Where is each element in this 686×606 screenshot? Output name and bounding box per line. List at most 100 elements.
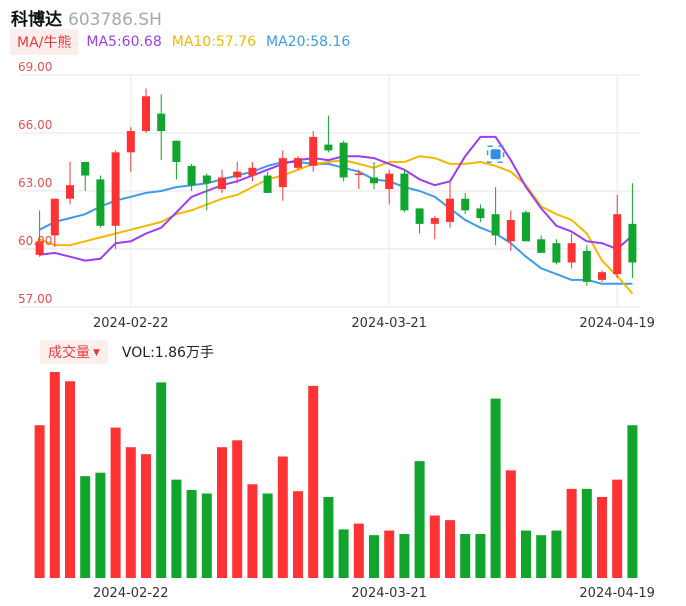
candle[interactable]	[324, 115, 333, 153]
volume-bar[interactable]	[232, 440, 243, 578]
candle[interactable]	[202, 173, 211, 211]
candle[interactable]	[111, 150, 120, 249]
candle[interactable]	[339, 140, 348, 182]
volume-legend: 成交量 ▼ VOL:1.86万手	[40, 340, 214, 364]
volume-bar[interactable]	[475, 534, 486, 578]
candle[interactable]	[385, 169, 394, 205]
volume-bar[interactable]	[293, 491, 303, 578]
volume-bar[interactable]	[566, 488, 577, 578]
candle[interactable]	[400, 169, 409, 213]
volume-bar[interactable]	[445, 520, 455, 578]
candle-body	[537, 239, 546, 253]
candle[interactable]	[218, 169, 226, 193]
candle-body	[172, 140, 181, 162]
volume-bar[interactable]	[141, 454, 151, 578]
stock-code: 603786.SH	[68, 10, 162, 30]
candle[interactable]	[233, 162, 242, 184]
candle[interactable]	[476, 204, 485, 222]
volume-bar[interactable]	[95, 472, 106, 578]
candle-body	[66, 185, 74, 199]
candle[interactable]	[187, 163, 196, 191]
candle[interactable]	[81, 162, 90, 191]
candle[interactable]	[491, 187, 500, 246]
stock-title: 科博达 603786.SH	[11, 5, 162, 30]
caret-down-icon: ▼	[93, 348, 100, 358]
candle[interactable]	[628, 183, 637, 278]
candle[interactable]	[50, 198, 59, 248]
volume-bar[interactable]	[34, 425, 45, 578]
volume-bar[interactable]	[49, 372, 60, 578]
candle-body	[111, 152, 120, 226]
volume-bar[interactable]	[217, 447, 227, 578]
candle[interactable]	[309, 131, 318, 172]
candle[interactable]	[582, 245, 591, 286]
volume-bar[interactable]	[429, 515, 440, 578]
candle[interactable]	[263, 171, 272, 193]
y-tick-label: 57.00	[18, 292, 52, 306]
volume-bar[interactable]	[125, 447, 136, 578]
volume-bar[interactable]	[171, 479, 182, 578]
volume-bar[interactable]	[536, 535, 547, 578]
candle[interactable]	[522, 210, 530, 242]
volume-bar[interactable]	[612, 479, 623, 578]
volume-mode-toggle[interactable]: 成交量 ▼	[40, 340, 108, 364]
volume-bar[interactable]	[505, 470, 516, 578]
volume-bar[interactable]	[156, 382, 167, 578]
ma10-line	[39, 155, 634, 295]
candle[interactable]	[35, 210, 44, 257]
candle[interactable]	[446, 181, 454, 228]
candle[interactable]	[294, 156, 302, 170]
volume-bar[interactable]	[201, 493, 212, 578]
candle[interactable]	[66, 162, 74, 205]
volume-bar[interactable]	[627, 425, 638, 578]
volume-bar[interactable]	[490, 398, 501, 578]
candle[interactable]	[354, 169, 363, 190]
volume-bar[interactable]	[308, 385, 319, 578]
volume-bar[interactable]	[247, 484, 258, 578]
volume-bar[interactable]	[323, 496, 334, 578]
x-tick-label: 2024-04-19	[579, 316, 655, 331]
y-tick-label: 60.00	[18, 234, 52, 248]
candle[interactable]	[172, 140, 181, 180]
volume-bar[interactable]	[521, 530, 531, 578]
volume-bar[interactable]	[597, 496, 607, 578]
candle[interactable]	[567, 233, 576, 269]
volume-bar[interactable]	[110, 427, 121, 578]
candle[interactable]	[157, 94, 166, 161]
candle[interactable]	[461, 192, 470, 215]
candle[interactable]	[142, 88, 150, 133]
volume-bar[interactable]	[369, 535, 379, 578]
candle[interactable]	[415, 208, 424, 234]
volume-bar[interactable]	[80, 476, 91, 578]
candle[interactable]	[126, 127, 135, 172]
candle[interactable]	[613, 194, 622, 278]
candle-body	[294, 158, 302, 168]
candle[interactable]	[537, 235, 546, 253]
candle[interactable]	[430, 216, 439, 240]
candle-body	[142, 96, 150, 132]
volume-bar[interactable]	[353, 523, 364, 578]
volume-bar[interactable]	[186, 490, 197, 578]
candle[interactable]	[598, 270, 606, 282]
candle[interactable]	[248, 162, 257, 182]
volume-bar[interactable]	[277, 456, 288, 578]
volume-bar[interactable]	[262, 493, 273, 578]
volume-bar[interactable]	[414, 461, 425, 578]
volume-bar[interactable]	[384, 530, 395, 578]
candle[interactable]	[370, 162, 378, 190]
candle[interactable]	[552, 239, 561, 265]
candle[interactable]	[96, 175, 105, 228]
candle-body	[263, 175, 272, 193]
volume-bar[interactable]	[581, 488, 592, 578]
candle-body	[218, 177, 226, 190]
volume-bar[interactable]	[460, 534, 471, 578]
volume-bar[interactable]	[551, 530, 562, 578]
marker-icon[interactable]	[490, 149, 501, 160]
candle[interactable]	[506, 210, 515, 251]
volume-bar[interactable]	[338, 529, 349, 578]
volume-bar[interactable]	[65, 381, 75, 578]
candle[interactable]	[278, 150, 287, 201]
ma-mode-toggle[interactable]: MA/牛熊	[10, 29, 79, 55]
volume-bar[interactable]	[399, 534, 410, 578]
